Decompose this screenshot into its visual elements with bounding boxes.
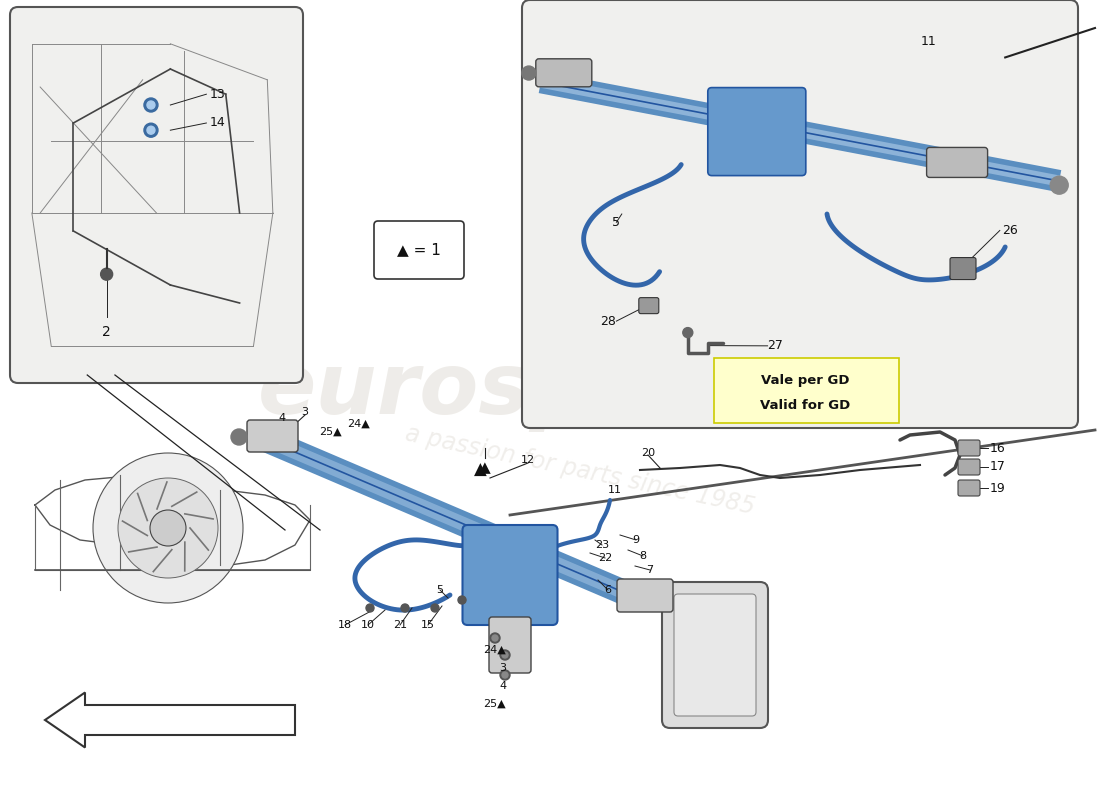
Circle shape [500, 670, 510, 680]
Text: 19: 19 [990, 482, 1005, 494]
Text: 23: 23 [595, 540, 609, 550]
FancyBboxPatch shape [707, 88, 806, 176]
Text: 25▲: 25▲ [319, 427, 341, 437]
Text: 14: 14 [210, 117, 225, 130]
Text: 20: 20 [641, 448, 656, 458]
Text: 18: 18 [338, 620, 352, 630]
Circle shape [502, 652, 508, 658]
Circle shape [366, 604, 374, 612]
Circle shape [683, 328, 693, 338]
Text: Vale per GD: Vale per GD [761, 374, 850, 386]
Circle shape [147, 126, 155, 134]
FancyBboxPatch shape [490, 617, 531, 673]
Text: 26: 26 [1002, 224, 1018, 237]
Text: 15: 15 [421, 620, 434, 630]
Text: 8: 8 [639, 551, 647, 561]
Text: 17: 17 [990, 461, 1005, 474]
Text: 24▲: 24▲ [483, 645, 505, 655]
Circle shape [431, 604, 439, 612]
Circle shape [492, 635, 498, 641]
Text: 2: 2 [102, 325, 111, 339]
FancyBboxPatch shape [248, 420, 298, 452]
FancyBboxPatch shape [639, 298, 659, 314]
Circle shape [118, 478, 218, 578]
FancyBboxPatch shape [536, 58, 592, 86]
Text: ▲ = 1: ▲ = 1 [397, 242, 441, 258]
Circle shape [94, 453, 243, 603]
Circle shape [458, 596, 466, 604]
Circle shape [490, 633, 500, 643]
Text: 25▲: 25▲ [483, 699, 505, 709]
FancyBboxPatch shape [958, 480, 980, 496]
Circle shape [147, 101, 155, 109]
Text: ▲: ▲ [474, 461, 486, 479]
Circle shape [500, 650, 510, 660]
Text: 13: 13 [210, 88, 225, 101]
Text: 12: 12 [521, 455, 535, 465]
FancyBboxPatch shape [926, 147, 988, 178]
FancyBboxPatch shape [462, 525, 558, 625]
Text: 6: 6 [605, 585, 612, 595]
Text: 3: 3 [301, 407, 308, 417]
Circle shape [231, 429, 248, 445]
Text: 4: 4 [499, 681, 507, 691]
Circle shape [402, 604, 409, 612]
Text: 11: 11 [608, 485, 622, 495]
Text: 3: 3 [499, 663, 506, 673]
Text: 4: 4 [278, 413, 286, 423]
Text: ▲: ▲ [480, 461, 491, 475]
FancyBboxPatch shape [674, 594, 756, 716]
Circle shape [100, 268, 112, 280]
Circle shape [150, 510, 186, 546]
Text: eurospares: eurospares [257, 349, 802, 431]
Circle shape [502, 672, 508, 678]
Text: 22: 22 [598, 553, 612, 563]
Text: 10: 10 [361, 620, 375, 630]
FancyBboxPatch shape [522, 0, 1078, 428]
Text: 5: 5 [437, 585, 443, 595]
Text: 11: 11 [921, 35, 937, 48]
FancyBboxPatch shape [950, 258, 976, 279]
Text: 7: 7 [647, 565, 653, 575]
Text: Valid for GD: Valid for GD [760, 398, 850, 412]
FancyArrow shape [45, 693, 295, 747]
Text: 28: 28 [601, 314, 616, 328]
Text: 16: 16 [990, 442, 1005, 454]
Text: a passion for parts since 1985: a passion for parts since 1985 [403, 421, 757, 519]
Circle shape [144, 123, 158, 138]
Circle shape [521, 66, 536, 80]
FancyBboxPatch shape [10, 7, 302, 383]
Text: 9: 9 [632, 535, 639, 545]
FancyBboxPatch shape [714, 358, 899, 423]
Circle shape [144, 98, 158, 112]
Text: 27: 27 [768, 339, 783, 352]
Text: 21: 21 [393, 620, 407, 630]
FancyBboxPatch shape [617, 579, 673, 612]
FancyBboxPatch shape [958, 459, 980, 475]
Text: 24▲: 24▲ [346, 419, 370, 429]
FancyBboxPatch shape [958, 440, 980, 456]
FancyBboxPatch shape [662, 582, 768, 728]
FancyBboxPatch shape [374, 221, 464, 279]
Text: 5: 5 [613, 216, 620, 229]
Circle shape [1050, 176, 1068, 194]
